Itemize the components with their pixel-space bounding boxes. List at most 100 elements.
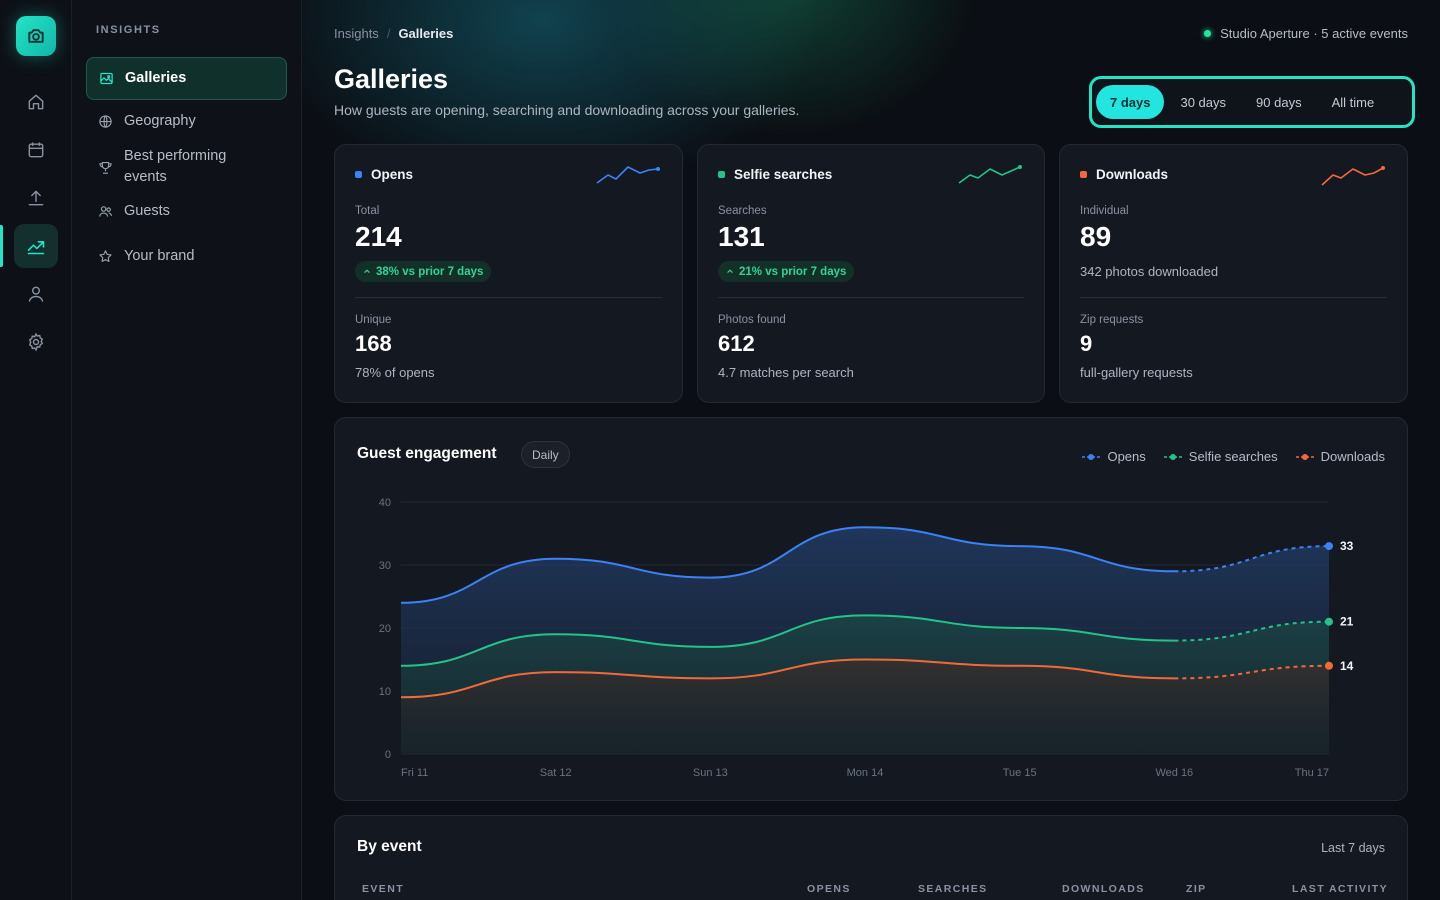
section-title: By event	[357, 838, 422, 855]
metric-label: Zip requests	[1080, 314, 1144, 326]
card-header: Downloads	[1080, 167, 1168, 182]
breadcrumb-parent[interactable]: Insights	[334, 26, 379, 41]
selfie-searches-end-point	[1325, 617, 1333, 626]
sidebar-item-best-performing-events[interactable]: Best performing events	[86, 136, 276, 198]
opens-projected-line	[1174, 545, 1330, 573]
sidebar-heading: INSIGHTS	[96, 24, 161, 36]
legend-item-downloads[interactable]: Downloads	[1295, 449, 1385, 464]
metric-note: 4.7 matches per search	[718, 365, 854, 380]
opens-card: Opens Total 214 38% vs prior 7 days Uniq…	[334, 144, 683, 403]
range-all-time[interactable]: All time	[1331, 94, 1375, 110]
globe-icon	[98, 111, 114, 132]
breadcrumb-separator: /	[386, 26, 391, 41]
downloads-projected-line	[1174, 664, 1330, 680]
selfie-searches-line	[400, 614, 1175, 667]
rail-upload-button[interactable]	[14, 176, 58, 220]
chevron-up-icon	[726, 266, 734, 278]
metric-label: Individual	[1080, 205, 1129, 217]
change-text: 38% vs prior 7 days	[376, 265, 484, 278]
granularity-toggle[interactable]: Daily	[521, 441, 570, 468]
users-icon	[98, 201, 114, 222]
sidebar-item-guests[interactable]: Guests	[86, 191, 287, 232]
rail-calendar-button[interactable]	[14, 128, 58, 172]
sidebar-item-label: Galleries	[125, 70, 187, 86]
column-header-opens[interactable]: OPENS	[807, 883, 851, 895]
star-icon	[98, 246, 114, 267]
y-tick-label: 40	[379, 497, 391, 509]
column-header-downloads[interactable]: DOWNLOADS	[1062, 883, 1145, 895]
series-marker	[1080, 171, 1087, 178]
y-tick-label: 20	[379, 623, 391, 635]
legend-label: Selfie searches	[1188, 449, 1278, 464]
downloads-line	[400, 658, 1175, 699]
range-7-days[interactable]: 7 days	[1096, 85, 1165, 119]
x-tick-label: Tue 15	[1003, 767, 1037, 779]
studio-status: Studio Aperture · 5 active events	[1204, 26, 1408, 41]
selfie-searches-sparkline	[958, 165, 1022, 184]
column-header-last-activity[interactable]: LAST ACTIVITY	[1292, 883, 1388, 895]
card-title: Selfie searches	[734, 167, 833, 182]
opens-sparkline	[596, 166, 660, 184]
card-title: Downloads	[1096, 167, 1169, 182]
column-header-zip[interactable]: ZIP	[1186, 883, 1207, 895]
sidebar-item-label: Guests	[124, 203, 170, 219]
x-tick-label: Thu 17	[1295, 767, 1329, 779]
metric-value: 89	[1080, 221, 1112, 252]
selfie-searches-card: Selfie searches Searches 131 21% vs prio…	[697, 144, 1045, 403]
change-text: 21% vs prior 7 days	[739, 265, 847, 278]
sidebar-item-geography[interactable]: Geography	[86, 101, 287, 142]
change-badge: 21% vs prior 7 days	[718, 261, 855, 282]
chart-icon	[27, 241, 45, 255]
selfie-searches-projected-line	[1174, 620, 1330, 642]
background-glow	[602, 0, 982, 140]
page-subtitle: How guests are opening, searching and do…	[334, 102, 800, 118]
selfie-searches-end-label: 21	[1340, 615, 1354, 629]
rail-settings-button[interactable]	[14, 320, 58, 364]
x-tick-label: Sat 12	[540, 767, 572, 779]
opens-end-label: 33	[1340, 539, 1354, 553]
metric-label: Unique	[355, 314, 392, 326]
metric-note: 342 photos downloaded	[1080, 264, 1219, 279]
series-marker	[355, 171, 362, 178]
rail-insights-button[interactable]	[14, 224, 58, 268]
range-90-days[interactable]: 90 days	[1256, 94, 1302, 110]
metric-label: Photos found	[718, 314, 786, 326]
breadcrumb: Insights / Galleries	[334, 26, 453, 41]
x-tick-label: Wed 16	[1155, 767, 1193, 779]
calendar-icon	[28, 142, 44, 158]
metric-value: 612	[718, 331, 755, 356]
sidebar-item-label: Best performing events	[124, 148, 227, 185]
chevron-up-icon	[363, 266, 371, 278]
rail-home-button[interactable]	[14, 80, 58, 124]
card-title: Opens	[371, 167, 414, 182]
downloads-card: Downloads Individual 89 342 photos downl…	[1059, 144, 1408, 403]
metric-value: 9	[1080, 331, 1093, 356]
user-icon	[28, 286, 44, 302]
legend-label: Opens	[1107, 449, 1146, 464]
legend-item-selfie-searches[interactable]: Selfie searches	[1163, 449, 1278, 464]
metric-value: 168	[355, 331, 392, 356]
gear-icon	[28, 332, 44, 352]
metric-label: Searches	[718, 205, 767, 217]
sidebar-item-your-brand[interactable]: Your brand	[86, 236, 287, 277]
range-30-days[interactable]: 30 days	[1180, 94, 1227, 110]
column-header-event[interactable]: EVENT	[362, 883, 405, 895]
camera-logo-icon[interactable]	[16, 16, 56, 56]
metric-label: Total	[355, 205, 380, 217]
home-icon	[28, 94, 44, 110]
metric-value: 131	[718, 221, 765, 252]
sidebar-item-label: Your brand	[124, 248, 195, 264]
legend-item-opens[interactable]: Opens	[1082, 449, 1146, 464]
downloads-sparkline	[1321, 166, 1385, 186]
main-content: Insights / Galleries Studio Aperture · 5…	[302, 0, 1440, 900]
trophy-icon	[98, 146, 114, 188]
studio-status-text: Studio Aperture · 5 active events	[1220, 26, 1408, 41]
rail-profile-button[interactable]	[14, 272, 58, 316]
divider	[1080, 297, 1387, 298]
section-range: Last 7 days	[1321, 841, 1385, 855]
metric-note: full-gallery requests	[1080, 365, 1193, 380]
page-title: Galleries	[334, 64, 449, 94]
column-header-searches[interactable]: SEARCHES	[918, 883, 988, 895]
sidebar-item-galleries[interactable]: Galleries	[86, 57, 287, 100]
guest-engagement-card: 0 10 20 30 40 Fri 11 Sat 12 Sun 13 Mon 14 Tue 15 W…	[334, 417, 1408, 801]
